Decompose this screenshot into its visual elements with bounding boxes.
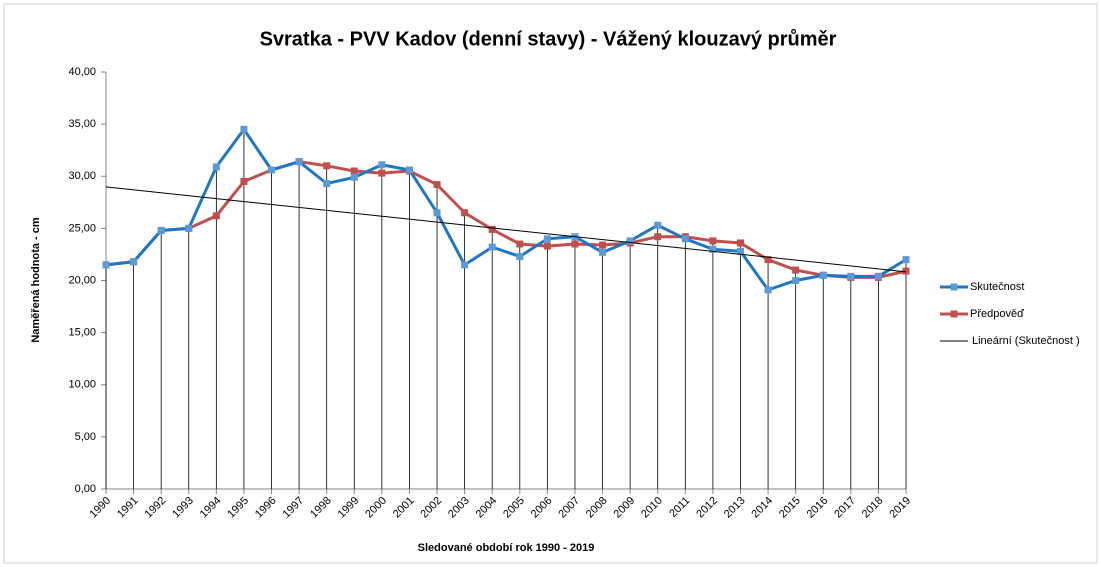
point-marker (212, 212, 220, 220)
point-marker (240, 125, 248, 133)
point-marker (599, 241, 607, 249)
point-marker (185, 224, 193, 232)
legend-marker (950, 283, 958, 291)
point-marker (405, 166, 413, 174)
y-axis-title: Naměřená hodnota - cm (30, 217, 42, 343)
point-marker (102, 261, 110, 269)
chart-frame (3, 3, 1098, 564)
point-marker (350, 173, 358, 181)
point-marker (571, 240, 579, 248)
point-marker (212, 163, 220, 171)
trendline (105, 186, 907, 273)
point-marker (792, 277, 800, 284)
point-marker (847, 272, 855, 280)
point-marker (461, 209, 469, 217)
point-marker (378, 161, 386, 169)
point-marker (240, 177, 248, 185)
point-marker (709, 245, 717, 253)
point-marker (819, 271, 827, 279)
point-marker (654, 233, 662, 241)
point-marker (902, 267, 910, 275)
point-marker (323, 162, 331, 170)
series-line (105, 160, 907, 279)
point-marker (130, 258, 138, 266)
point-marker (350, 167, 358, 175)
point-marker (268, 166, 276, 174)
point-marker (461, 261, 469, 269)
point-marker (488, 225, 496, 233)
point-marker (157, 226, 165, 234)
point-marker (543, 235, 551, 243)
y-tick-label: 25,00 (68, 222, 96, 234)
point-marker (378, 169, 386, 177)
point-marker (736, 239, 744, 247)
point-marker (488, 243, 496, 251)
point-marker (599, 248, 607, 256)
point-marker (433, 181, 441, 189)
point-marker (654, 221, 662, 229)
y-tick-label: 0,00 (75, 483, 96, 495)
point-marker (295, 158, 303, 166)
point-marker (709, 237, 717, 245)
point-marker (902, 256, 910, 264)
y-tick-label: 40,00 (68, 66, 96, 78)
y-tick-label: 30,00 (68, 170, 96, 182)
x-axis-title: Sledované období rok 1990 - 2019 (418, 542, 595, 554)
point-marker (516, 253, 524, 261)
legend-label: Skutečnost (970, 281, 1024, 293)
point-marker (543, 242, 551, 250)
chart-title: Svratka - PVV Kadov (denní stavy) - Váže… (260, 28, 837, 50)
point-marker (764, 286, 772, 294)
point-marker (736, 247, 744, 255)
y-tick-label: 15,00 (68, 327, 96, 339)
point-marker (516, 240, 524, 248)
series-line (105, 126, 907, 292)
legend-marker (950, 310, 958, 318)
point-marker (681, 235, 689, 243)
point-marker (792, 266, 800, 274)
point-marker (323, 180, 331, 188)
point-marker (433, 209, 441, 217)
y-tick-label: 20,00 (68, 274, 96, 286)
y-tick-label: 10,00 (68, 379, 96, 391)
y-tick-label: 35,00 (68, 118, 96, 130)
point-marker (764, 256, 772, 264)
legend-label: Lineární (Skutečnost ) (972, 335, 1080, 347)
point-marker (626, 237, 634, 245)
legend-label: Předpověď (970, 308, 1024, 320)
y-tick-label: 5,00 (75, 431, 96, 443)
point-marker (874, 272, 882, 280)
